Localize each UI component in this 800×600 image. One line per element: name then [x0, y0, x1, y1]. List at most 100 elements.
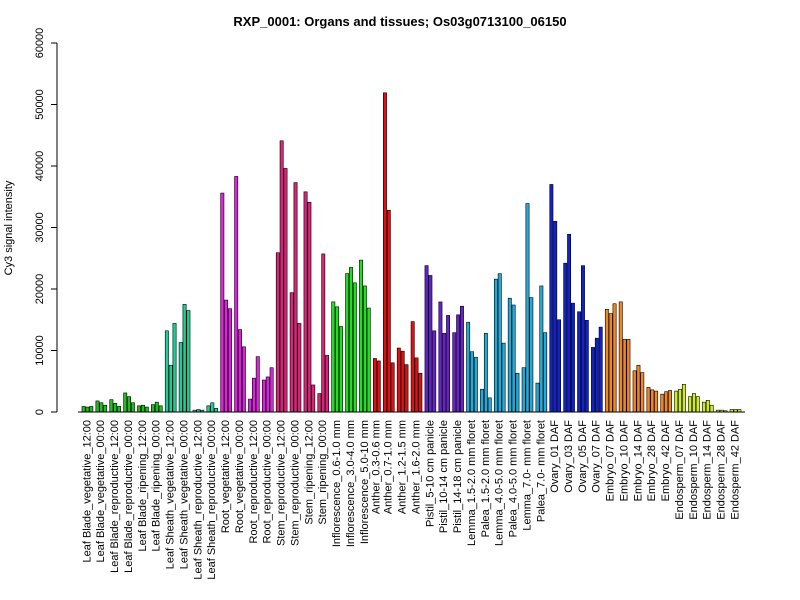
bar: [618, 301, 623, 413]
bar: [567, 233, 572, 413]
x-tick-label: Endosperm_28 DAF: [716, 420, 728, 520]
x-tick-label: Palea_1.5-2.0 mm floret: [480, 420, 492, 537]
x-tick-label: Embryo_10 DAF: [618, 420, 630, 502]
bar: [396, 347, 401, 413]
bar: [321, 253, 326, 413]
bar: [158, 405, 163, 413]
bar: [99, 402, 104, 413]
bar: [428, 275, 433, 413]
bar: [557, 319, 561, 413]
bar: [571, 302, 575, 413]
bar: [345, 273, 350, 413]
bar: [632, 370, 637, 413]
x-tick-label: Anther_1.6-2.0 mm: [410, 420, 422, 514]
bar: [251, 377, 256, 413]
x-tick-label: Ovary_07 DAF: [591, 420, 603, 493]
x-tick-label: Inflorescence_0.6-1.0 mm: [331, 420, 343, 547]
x-tick-label: Endosperm_10 DAF: [688, 420, 700, 520]
x-tick-label: Anther_0.7-1.0 mm: [383, 420, 395, 514]
bar: [335, 306, 340, 413]
bar: [702, 401, 706, 413]
bar: [483, 332, 488, 413]
bar: [664, 391, 669, 413]
bar: [497, 273, 502, 413]
x-tick-label: Leaf Blade_ripening_12:00: [137, 420, 149, 552]
bar: [626, 339, 631, 413]
x-tick-label: Lemma_7.0- mm floret: [521, 420, 533, 531]
bar: [480, 388, 484, 413]
x-tick-label: Leaf Blade_reproductive_12:00: [109, 420, 121, 573]
bar: [681, 384, 686, 413]
bar: [400, 350, 405, 413]
x-tick-labels: Leaf Blade_vegetative_12:00 Leaf Blade_ve…: [81, 420, 741, 580]
bar: [473, 356, 478, 413]
y-tick-label: 0: [34, 409, 46, 415]
bar: [279, 140, 284, 413]
bar: [438, 301, 443, 413]
x-tick-label: Embryo_28 DAF: [646, 420, 658, 502]
bar: [487, 397, 492, 413]
bar: [507, 297, 512, 413]
bar: [238, 329, 242, 413]
bar: [535, 382, 540, 413]
bar: [303, 191, 308, 413]
bar: [650, 389, 655, 413]
x-tick-label: Pistil_14-18 cm panicle: [452, 420, 464, 533]
bar: [228, 308, 232, 413]
bar: [352, 282, 357, 413]
bar: [331, 301, 336, 413]
bar: [248, 398, 252, 413]
bar: [549, 184, 554, 413]
bar: [442, 332, 447, 413]
x-tick-label: Inflorescence_5.0-10 mm: [359, 420, 371, 544]
chart-title: RXP_0001: Organs and tissues; Os03g07131…: [233, 14, 566, 29]
bars-group: [81, 92, 742, 413]
bar: [493, 278, 498, 413]
bar: [705, 400, 710, 413]
bar: [640, 372, 645, 413]
bar: [275, 252, 280, 413]
bar: [109, 399, 114, 413]
bar: [563, 262, 568, 413]
bar: [81, 406, 86, 413]
x-tick-label: Ovary_01 DAF: [549, 420, 561, 493]
bar: [543, 332, 548, 413]
y-tick-label: 30000: [34, 212, 46, 243]
x-tick-label: Anther_0.3-0.6 mm: [371, 420, 383, 514]
bar: [612, 303, 617, 413]
bar: [460, 305, 464, 413]
bar: [210, 402, 215, 413]
bar: [269, 367, 274, 413]
bar: [446, 315, 451, 413]
bar: [262, 379, 266, 413]
bar: [608, 313, 613, 413]
bar: [456, 314, 461, 413]
y-axis-label: Cy3 signal intensity: [3, 180, 15, 275]
bar: [660, 393, 665, 413]
bar: [622, 339, 627, 413]
bar: [255, 356, 260, 413]
bar: [668, 390, 672, 413]
bar: [349, 267, 353, 413]
y-tick-label: 40000: [34, 151, 46, 182]
x-tick-label: Leaf Sheath_vegetative_00:00: [178, 420, 190, 569]
x-tick-label: Leaf Blade_ripening_00:00: [151, 420, 163, 552]
bar: [164, 330, 169, 413]
x-tick-label: Lemma_1.5-2.0 mm floret: [466, 420, 478, 546]
bar: [688, 396, 693, 413]
bar: [362, 285, 367, 413]
bar: [678, 388, 682, 413]
bar: [293, 182, 298, 413]
bar: [154, 401, 159, 413]
bar: [636, 364, 641, 413]
bar: [89, 406, 94, 413]
bar: [521, 367, 526, 413]
bar: [594, 337, 599, 413]
x-tick-label: Anther_1.2-1.5 mm: [397, 420, 409, 514]
x-tick-label: Root_vegetative_12:00: [220, 420, 232, 533]
x-tick-label: Stem_ripening_00:00: [317, 420, 329, 525]
bar: [424, 265, 429, 413]
bar: [654, 390, 659, 413]
bar: [695, 396, 700, 413]
bar: [383, 92, 387, 413]
